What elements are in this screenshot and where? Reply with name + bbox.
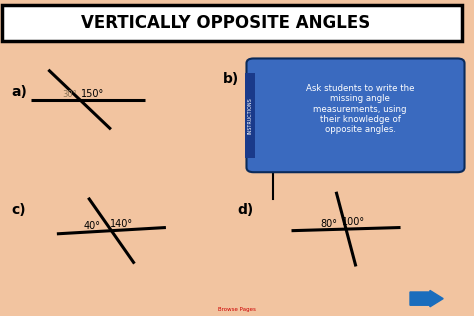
Text: a): a) [12,85,27,99]
FancyArrow shape [410,290,443,307]
Text: 80°: 80° [320,219,337,229]
Text: 40°: 40° [84,221,101,231]
Text: c): c) [12,203,27,217]
Text: VERTICALLY OPPOSITE ANGLES: VERTICALLY OPPOSITE ANGLES [81,14,370,32]
Text: 140°: 140° [110,219,133,229]
Text: Ask students to write the
missing angle
measurements, using
their knowledge of
o: Ask students to write the missing angle … [306,84,414,134]
Text: INSTRUCTIONS: INSTRUCTIONS [248,97,253,134]
Text: 150°: 150° [81,89,104,99]
Text: 30°: 30° [63,90,78,99]
FancyBboxPatch shape [2,5,462,41]
Text: 100°: 100° [342,217,365,228]
Text: d): d) [237,203,253,217]
Bar [245,73,255,158]
FancyBboxPatch shape [246,58,465,172]
Text: b): b) [223,72,239,86]
Text: Browse Pages: Browse Pages [218,307,256,312]
